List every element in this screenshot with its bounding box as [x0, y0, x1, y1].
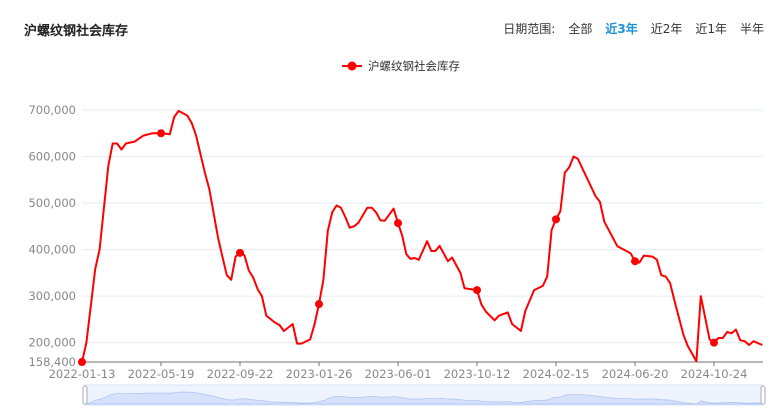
x-tick-label: 2022-09-22	[207, 367, 274, 381]
y-tick-label: 400,000	[28, 243, 76, 257]
data-point-marker[interactable]	[315, 300, 323, 309]
y-tick-label: 200,000	[28, 336, 76, 350]
x-tick-label: 2023-10-12	[444, 367, 511, 381]
range-option-1y[interactable]: 近1年	[695, 22, 727, 36]
y-tick-label: 300,000	[28, 289, 76, 303]
legend-marker-icon	[347, 61, 357, 71]
y-tick-label: 600,000	[28, 150, 76, 164]
x-tick-label: 2023-01-26	[286, 367, 353, 381]
date-range-label: 日期范围:	[503, 22, 556, 36]
x-tick-label: 2024-02-15	[523, 367, 590, 381]
data-point-marker[interactable]	[236, 248, 244, 257]
y-tick-label: 158,400	[28, 355, 76, 369]
data-zoom-slider[interactable]	[82, 384, 766, 406]
y-tick-label: 700,000	[28, 103, 76, 117]
data-point-marker[interactable]	[157, 129, 165, 138]
x-tick-label: 2023-06-01	[365, 367, 432, 381]
data-point-marker[interactable]	[552, 215, 560, 224]
legend[interactable]: 沪螺纹钢社会库存	[342, 59, 460, 73]
x-tick-label: 2022-01-13	[49, 367, 116, 381]
y-tick-label: 500,000	[28, 196, 76, 210]
x-tick-label: 2022-05-19	[128, 367, 195, 381]
x-tick-label: 2024-10-24	[681, 367, 748, 381]
data-point-marker[interactable]	[394, 219, 402, 228]
x-tick-label: 2024-06-20	[602, 367, 669, 381]
data-point-marker[interactable]	[473, 286, 481, 295]
legend-label: 沪螺纹钢社会库存	[368, 59, 460, 73]
data-point-marker[interactable]	[710, 338, 718, 347]
slider-handle-right[interactable]	[760, 385, 766, 405]
range-option-2y[interactable]: 近2年	[650, 22, 683, 36]
slider-handle-left[interactable]	[82, 385, 88, 405]
series-line	[81, 109, 763, 363]
date-range-selector: 日期范围: 全部 近3年 近2年 近1年 半年	[503, 20, 764, 37]
chart-title: 沪螺纹钢社会库存	[24, 24, 129, 39]
data-point-marker[interactable]	[631, 257, 639, 266]
range-option-3y[interactable]: 近3年	[605, 22, 638, 36]
range-option-half-year[interactable]: 半年	[739, 22, 764, 36]
slider-preview-line	[84, 391, 764, 405]
range-option-all[interactable]: 全部	[568, 22, 593, 36]
data-point-marker[interactable]	[78, 358, 86, 366]
